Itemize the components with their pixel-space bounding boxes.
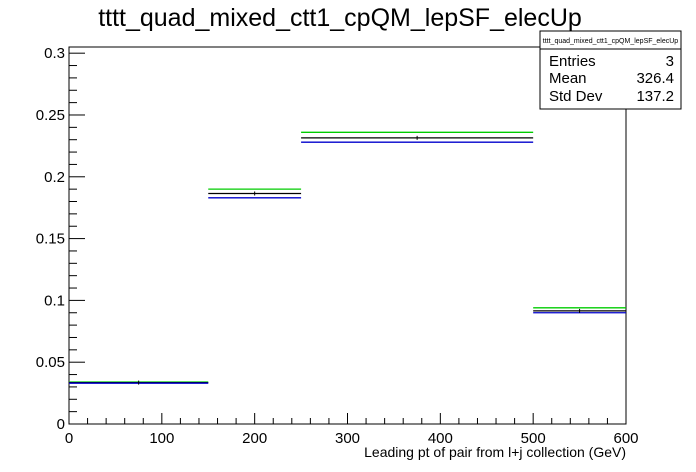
x-tick-label: 0 — [65, 430, 73, 447]
x-tick-label: 300 — [335, 430, 360, 447]
y-tick-label: 0.3 — [44, 45, 65, 62]
series-1 — [69, 137, 626, 384]
y-tick-label: 0.25 — [36, 107, 65, 124]
stats-mean-label: Mean — [549, 70, 587, 87]
stats-box: tttt_quad_mixed_ctt1_cpQM_lepSF_elecUp E… — [539, 30, 682, 110]
stats-stddev-value: 137.2 — [636, 88, 674, 105]
y-tick-label: 0 — [57, 416, 65, 433]
stats-box-title: tttt_quad_mixed_ctt1_cpQM_lepSF_elecUp — [543, 38, 679, 45]
y-tick-label: 0.05 — [36, 354, 65, 371]
axis-ticks — [68, 52, 627, 425]
x-tick-label: 100 — [149, 430, 174, 447]
stats-box-frame — [539, 30, 682, 110]
stats-entries-label: Entries — [549, 53, 596, 70]
x-tick-label: 600 — [613, 430, 638, 447]
chart-title: tttt_quad_mixed_ctt1_cpQM_lepSF_elecUp — [98, 4, 582, 32]
series-2 — [69, 141, 626, 384]
y-tick-label: 0.15 — [36, 231, 65, 248]
stats-stddev-label: Std Dev — [549, 88, 603, 105]
series-0 — [69, 131, 626, 383]
x-tick-label: 500 — [521, 430, 546, 447]
x-tick-label: 400 — [428, 430, 453, 447]
stats-entries-value: 3 — [666, 53, 674, 70]
y-tick-label: 0.1 — [44, 292, 65, 309]
x-tick-label: 200 — [242, 430, 267, 447]
stats-mean-value: 326.4 — [636, 70, 674, 87]
y-tick-label: 0.2 — [44, 169, 65, 186]
x-axis-label: Leading pt of pair from l+j collection (… — [364, 444, 626, 460]
y-tick-labels: 0 0.05 0.1 0.15 0.2 0.25 0.3 — [36, 45, 65, 433]
x-tick-labels: 0 100 200 300 400 500 600 — [65, 430, 639, 447]
histogram-series — [69, 131, 626, 385]
